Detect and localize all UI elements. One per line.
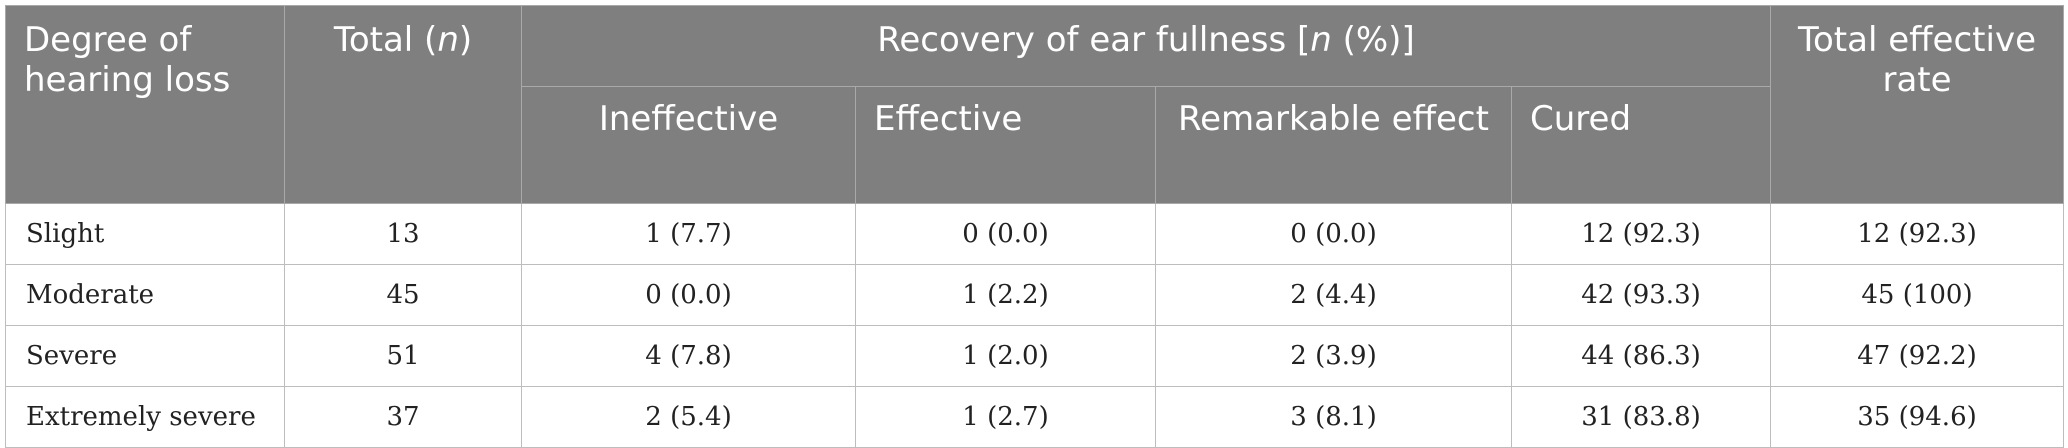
- cell-effective: 1 (2.2): [855, 264, 1156, 326]
- cell-effective: 1 (2.7): [855, 386, 1156, 448]
- cell-total: 13: [284, 203, 522, 265]
- cell-degree: Severe: [5, 325, 285, 387]
- results-table: Degree of hearing loss Total (n) Recover…: [5, 5, 2064, 448]
- cell-cured: 12 (92.3): [1511, 203, 1771, 265]
- header-cured: Cured: [1511, 86, 1771, 204]
- header-recovery-prefix: Recovery of ear fullness [: [877, 20, 1311, 60]
- header-ineffective: Ineffective: [521, 86, 856, 204]
- header-row-top: Degree of hearing loss Total (n) Recover…: [5, 5, 2064, 204]
- table-row: Slight 13 1 (7.7) 0 (0.0) 0 (0.0) 12 (92…: [5, 203, 2064, 265]
- cell-effective: 1 (2.0): [855, 325, 1156, 387]
- header-degree: Degree of hearing loss: [5, 5, 285, 204]
- cell-ineffective: 2 (5.4): [521, 386, 856, 448]
- cell-total: 51: [284, 325, 522, 387]
- cell-degree: Extremely severe: [5, 386, 285, 448]
- cell-remarkable: 2 (4.4): [1155, 264, 1512, 326]
- header-remarkable: Remarkable effect: [1155, 86, 1512, 204]
- table-row: Extremely severe 37 2 (5.4) 1 (2.7) 3 (8…: [5, 386, 2064, 448]
- cell-cured: 42 (93.3): [1511, 264, 1771, 326]
- table-row: Severe 51 4 (7.8) 1 (2.0) 2 (3.9) 44 (86…: [5, 325, 2064, 387]
- cell-rate: 12 (92.3): [1770, 203, 2064, 265]
- header-row-sub: Ineffective Effective Remarkable effect …: [6, 86, 2064, 204]
- table-body: Slight 13 1 (7.7) 0 (0.0) 0 (0.0) 12 (92…: [5, 203, 2064, 448]
- cell-rate: 45 (100): [1770, 264, 2064, 326]
- header-total-n: n: [437, 20, 459, 60]
- header-total-suffix: ): [458, 20, 473, 60]
- cell-ineffective: 1 (7.7): [521, 203, 856, 265]
- header-total-prefix: Total (: [333, 20, 438, 60]
- table-header: Degree of hearing loss Total (n) Recover…: [5, 5, 2064, 204]
- cell-rate: 47 (92.2): [1770, 325, 2064, 387]
- header-recovery-n: n: [1310, 20, 1332, 60]
- cell-remarkable: 0 (0.0): [1155, 203, 1512, 265]
- cell-effective: 0 (0.0): [855, 203, 1156, 265]
- header-recovery: Recovery of ear fullness [n (%)]: [521, 5, 1771, 87]
- cell-rate: 35 (94.6): [1770, 386, 2064, 448]
- cell-cured: 44 (86.3): [1511, 325, 1771, 387]
- cell-remarkable: 2 (3.9): [1155, 325, 1512, 387]
- header-total-effective-rate: Total effective rate: [1770, 5, 2064, 204]
- cell-ineffective: 0 (0.0): [521, 264, 856, 326]
- table-row: Moderate 45 0 (0.0) 1 (2.2) 2 (4.4) 42 (…: [5, 264, 2064, 326]
- cell-ineffective: 4 (7.8): [521, 325, 856, 387]
- header-total: Total (n): [284, 5, 522, 204]
- cell-degree: Slight: [5, 203, 285, 265]
- cell-cured: 31 (83.8): [1511, 386, 1771, 448]
- header-recovery-suffix: (%)]: [1331, 20, 1415, 60]
- cell-remarkable: 3 (8.1): [1155, 386, 1512, 448]
- cell-degree: Moderate: [5, 264, 285, 326]
- cell-total: 45: [284, 264, 522, 326]
- cell-total: 37: [284, 386, 522, 448]
- header-effective: Effective: [855, 86, 1156, 204]
